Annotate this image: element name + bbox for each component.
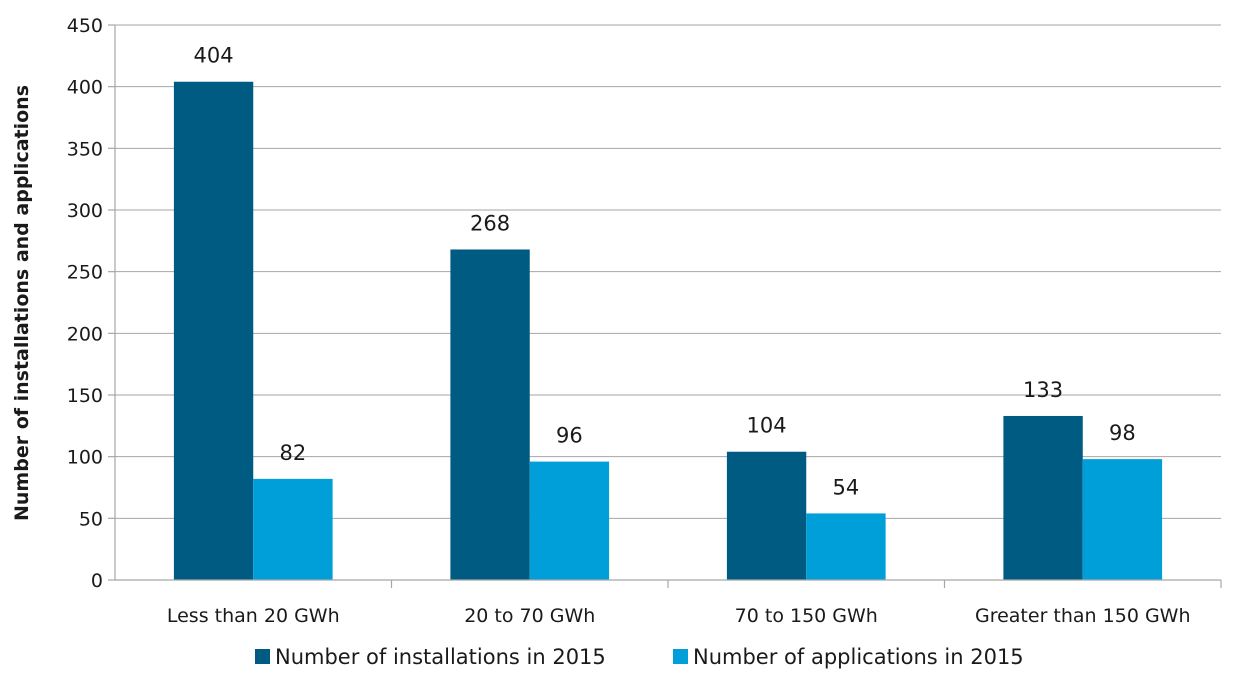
x-tick-label: Greater than 150 GWh: [975, 605, 1191, 627]
legend: Number of installations in 2015 Number of…: [255, 645, 1024, 669]
data-label: 104: [747, 414, 787, 438]
x-tick-label: 20 to 70 GWh: [464, 605, 595, 627]
y-axis-ticks: 0 50 100 150 200 250 300 350 400 450: [67, 15, 115, 592]
data-label: 96: [556, 424, 583, 448]
y-tick-label: 300: [67, 200, 103, 222]
y-tick-label: 0: [91, 570, 103, 592]
x-tick-label: Less than 20 GWh: [167, 605, 340, 627]
data-label: 54: [833, 475, 860, 499]
data-label: 133: [1023, 378, 1063, 402]
y-axis-title: Number of installations and applications: [11, 85, 33, 521]
data-label: 404: [194, 44, 234, 68]
y-tick-label: 50: [79, 508, 103, 530]
bar-applications: [529, 461, 610, 580]
bar-applications: [806, 513, 886, 580]
bar-installations: [450, 249, 530, 580]
y-tick-label: 150: [67, 385, 103, 407]
legend-label: Number of applications in 2015: [693, 645, 1024, 669]
bar-installations: [1003, 415, 1083, 580]
gridlines: [115, 24, 1221, 519]
legend-swatch: [673, 649, 688, 664]
bar-applications: [1082, 459, 1163, 580]
y-tick-label: 350: [67, 138, 103, 160]
x-axis: Less than 20 GWh 20 to 70 GWh 70 to 150 GW…: [114, 25, 1222, 627]
y-tick-label: 450: [67, 15, 103, 37]
y-tick-label: 400: [67, 77, 103, 99]
legend-swatch: [255, 649, 270, 664]
data-label: 82: [280, 441, 307, 465]
y-tick-label: 250: [67, 262, 103, 284]
data-label: 268: [470, 211, 510, 235]
x-tick-label: 70 to 150 GWh: [735, 605, 878, 627]
bar-installations: [173, 81, 254, 580]
bars: [173, 81, 1163, 580]
data-labels: 404 82 268 96 104 54 133 98: [194, 44, 1136, 500]
bar-installations: [726, 451, 807, 580]
y-tick-label: 100: [67, 447, 103, 469]
bar-applications: [253, 478, 333, 580]
legend-label: Number of installations in 2015: [275, 645, 606, 669]
data-label: 98: [1109, 421, 1136, 445]
y-tick-label: 200: [67, 323, 103, 345]
